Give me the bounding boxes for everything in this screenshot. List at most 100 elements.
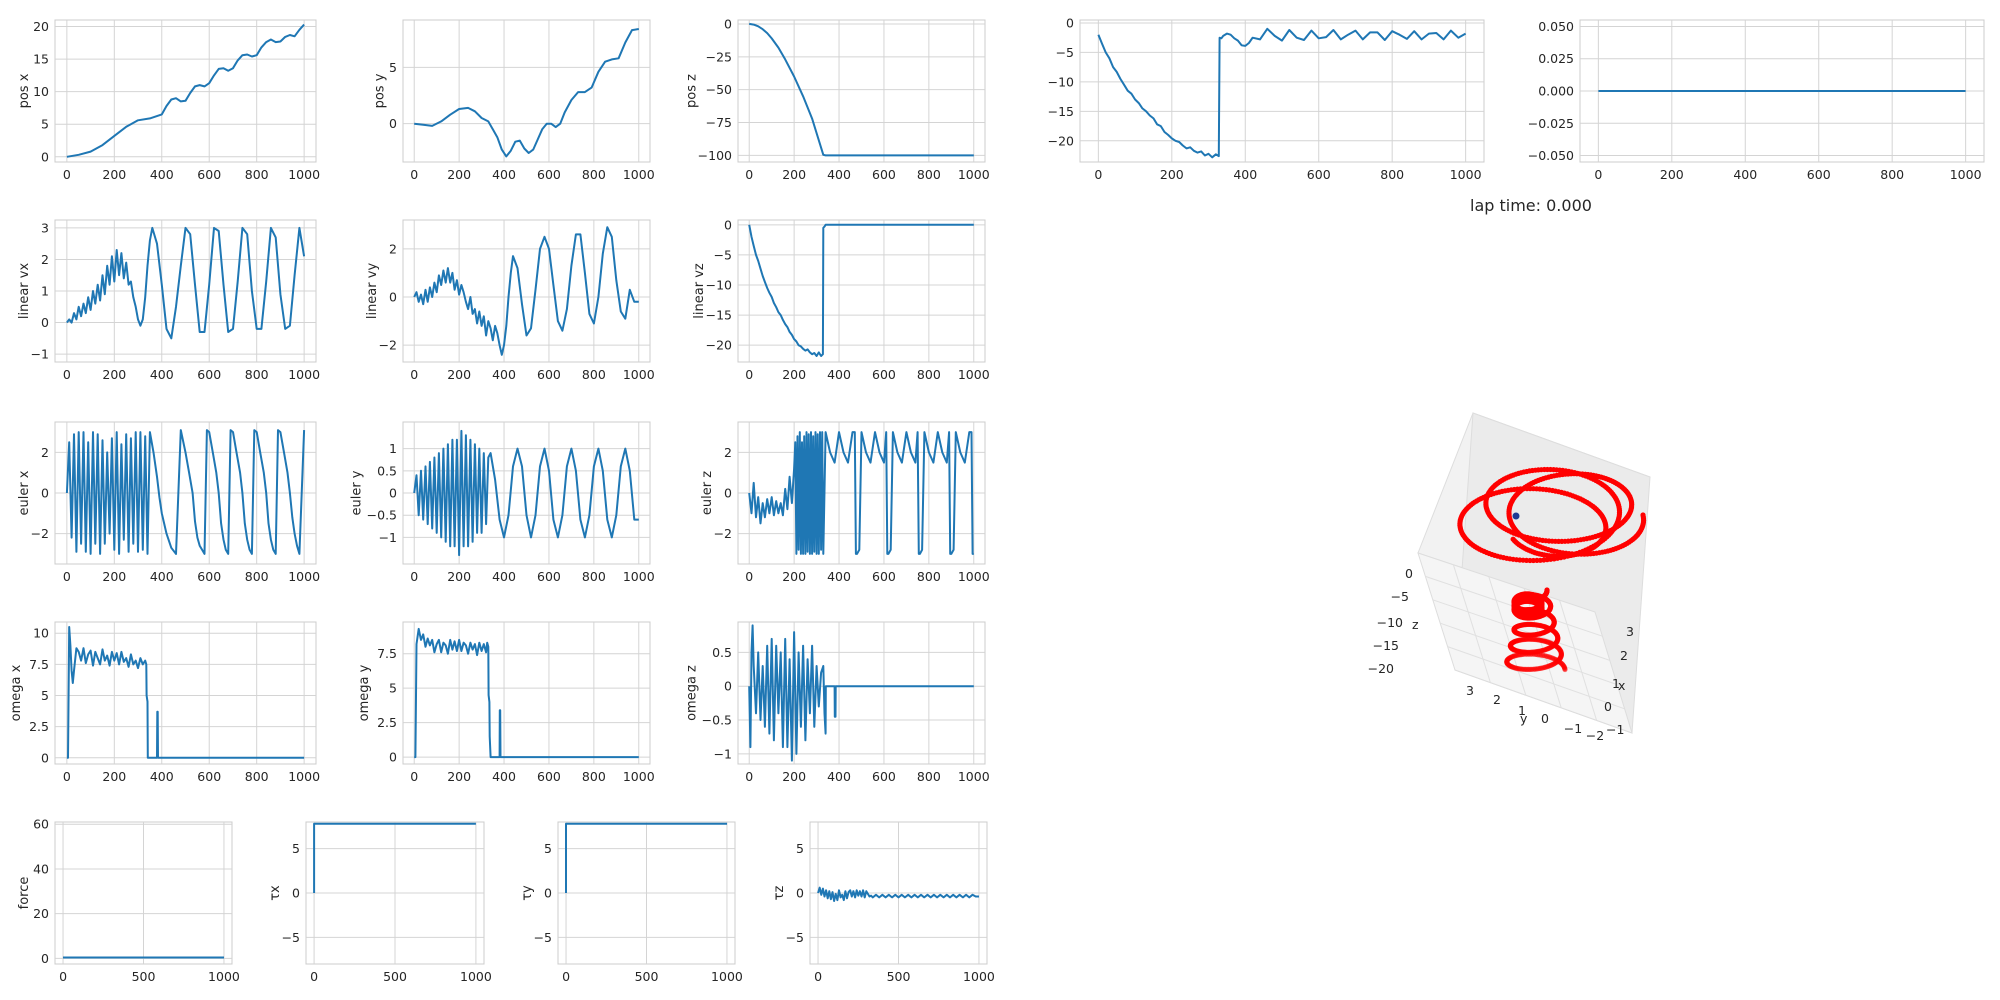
x-tick-label: 800 [245, 367, 269, 382]
subplot-omega-y: 0 200 400 600 800 1000 0 2.5 5 7.5 omega y [357, 621, 655, 784]
y-tick-label: −0.025 [1528, 116, 1574, 131]
y3d-tick-label: −2 [1586, 728, 1604, 743]
x-tick-label: 800 [917, 167, 941, 182]
y-tick-label: 10 [33, 626, 49, 641]
x-tick-label: 0 [410, 167, 418, 182]
x3d-tick-label: 0 [1604, 699, 1612, 714]
y-tick-label: 2 [724, 445, 732, 460]
series-line-linear-vy [413, 226, 639, 356]
x-tick-label: 200 [782, 569, 806, 584]
y-tick-label: 0 [724, 679, 732, 694]
x-tick-label: 800 [917, 367, 941, 382]
series-line-tau-z [817, 886, 979, 902]
x-tick-label: 600 [197, 167, 221, 182]
drone-marker [1512, 512, 1520, 520]
subplot-omega-x: 0 200 400 600 800 1000 0 2.5 5 7.5 10 omega x [9, 621, 320, 784]
x-tick-label: 600 [1307, 167, 1331, 182]
y-axis-label: τz [772, 886, 787, 901]
y-tick-label: −75 [706, 115, 732, 130]
series-line-linear-vx [66, 226, 306, 340]
x-tick-label: 0 [745, 769, 753, 784]
subplot-force: 0 500 1000 0 20 40 60 force [17, 817, 240, 984]
x-tick-label: 1000 [1950, 167, 1982, 182]
trajectory-point [1510, 536, 1516, 542]
axes-frame [402, 621, 651, 765]
y-tick-label: 0 [389, 116, 397, 131]
x-tick-label: 600 [1807, 167, 1831, 182]
x-tick-label: 1000 [288, 367, 320, 382]
x-tick-label: 1000 [623, 367, 655, 382]
y-tick-label: 0 [292, 886, 300, 901]
series-line-pos-x [66, 23, 305, 158]
x-tick-label: 400 [1233, 167, 1257, 182]
x-tick-label: 200 [102, 569, 126, 584]
x-tick-label: 600 [197, 367, 221, 382]
y3d-tick-label: 2 [1493, 692, 1501, 707]
x-tick-label: 0 [1594, 167, 1602, 182]
x-tick-label: 0 [410, 769, 418, 784]
y-tick-label: 0 [41, 750, 49, 765]
axes-frame [402, 219, 651, 363]
series-line-euler-y [413, 429, 639, 557]
axis-label-z: z [1412, 617, 1419, 632]
y-tick-label: 0 [41, 951, 49, 966]
y-tick-label: 10 [33, 84, 49, 99]
y-tick-label: 0 [724, 486, 732, 501]
floor-gridline [1559, 600, 1598, 721]
x-tick-label: 1000 [711, 969, 743, 984]
subplot-blank-axes: 0 200 400 600 800 1000 0.050 0.025 0.000 −0.025 −0… [1528, 19, 1985, 182]
floor-gridline [1447, 646, 1625, 710]
y-tick-label: 5 [796, 841, 804, 856]
x-tick-label: 600 [197, 569, 221, 584]
x-tick-label: 1000 [460, 969, 492, 984]
x-tick-label: 600 [537, 367, 561, 382]
y-tick-label: −2 [714, 526, 732, 541]
y-tick-label: −10 [706, 277, 732, 292]
y-tick-label: 0 [41, 486, 49, 501]
y-tick-label: −5 [714, 247, 732, 262]
x-tick-label: 1000 [958, 769, 990, 784]
y-tick-label: −1 [714, 746, 732, 761]
x-tick-label: 400 [150, 367, 174, 382]
x-tick-label: 800 [917, 769, 941, 784]
y-tick-label: 3 [41, 220, 49, 235]
x-tick-label: 400 [492, 569, 516, 584]
y3d-tick-label: 3 [1466, 683, 1474, 698]
y-tick-label: −5 [1056, 45, 1074, 60]
y-tick-label: −0.050 [1528, 148, 1574, 163]
x-tick-label: 400 [150, 569, 174, 584]
trajectory-point [1562, 666, 1568, 673]
x-tick-label: 0 [63, 769, 71, 784]
x-tick-label: 1000 [623, 167, 655, 182]
lap-time-label: lap time: 0.000 [1470, 196, 1592, 215]
y-tick-label: −1 [31, 347, 49, 362]
z-tick-label: −15 [1373, 638, 1399, 653]
y-tick-label: 20 [33, 19, 49, 34]
y-tick-label: −15 [1048, 104, 1074, 119]
y-tick-label: 7.5 [377, 646, 397, 661]
x3d-tick-label: 2 [1620, 648, 1628, 663]
y-tick-label: 1 [41, 284, 49, 299]
y3d-tick-label: −1 [1564, 721, 1582, 736]
axes-frame [54, 19, 317, 163]
x-tick-label: 800 [1380, 167, 1404, 182]
axes-frame [54, 621, 317, 765]
series-line-vel-z-upper [1097, 27, 1467, 159]
y-tick-label: −2 [379, 338, 397, 353]
x-tick-label: 400 [827, 769, 851, 784]
x-tick-label: 200 [782, 769, 806, 784]
x-tick-label: 1000 [963, 969, 995, 984]
y-tick-label: 5 [292, 841, 300, 856]
x-tick-label: 800 [1880, 167, 1904, 182]
x-tick-label: 600 [197, 769, 221, 784]
x-tick-label: 200 [447, 569, 471, 584]
z-tick-label: −10 [1377, 615, 1403, 630]
y-tick-label: −20 [706, 338, 732, 353]
y-axis-label: τx [268, 885, 283, 901]
x-tick-label: 600 [537, 769, 561, 784]
x-tick-label: 200 [447, 769, 471, 784]
trajectory-path [1457, 466, 1647, 673]
series-line-omega-z [748, 624, 974, 762]
y-tick-label: −2 [31, 526, 49, 541]
subplot-euler-y: 0 200 400 600 800 1000 −1 −0.5 0 0.5 1 euler y [350, 421, 655, 584]
